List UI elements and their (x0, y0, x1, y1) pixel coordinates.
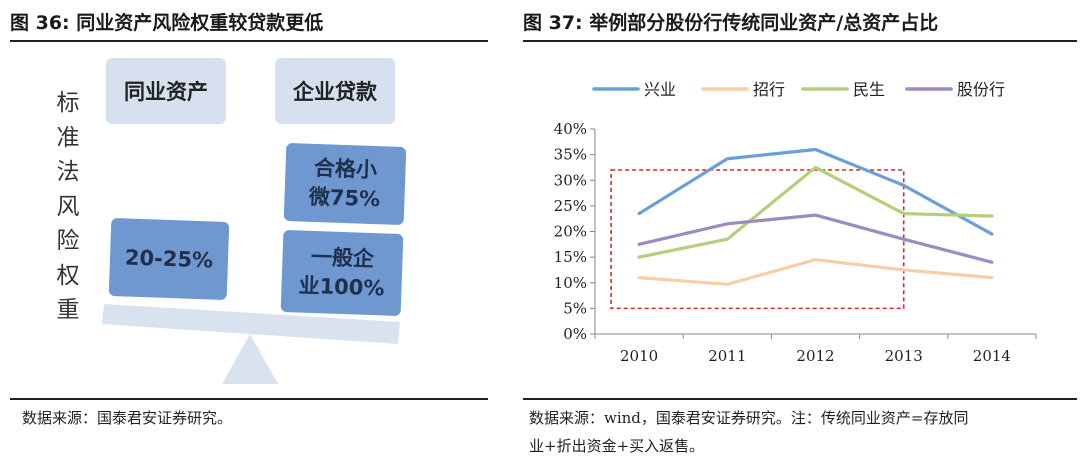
legend-label: 招行 (753, 80, 785, 99)
vlabel-char: 重 (56, 297, 80, 323)
vlabel-char: 险 (56, 228, 80, 254)
interbank-asset-box: 同业资产 (106, 58, 226, 124)
y-tick-label: 15% (554, 248, 587, 266)
series-line-民生 (637, 165, 994, 259)
x-tick-label: 2010 (620, 347, 658, 365)
vlabel-char: 权 (56, 262, 80, 289)
right-figure-title: 图 37: 举例部分股份行传统同业资产/总资产占比 (523, 12, 939, 34)
series-line-招行 (637, 258, 994, 286)
left-figure-title: 图 36: 同业资产风险权重较贷款更低 (10, 12, 324, 34)
x-tick-label: 2013 (885, 347, 923, 365)
title-rule (10, 40, 488, 42)
y-tick-label: 5% (563, 299, 587, 317)
y-tick-label: 25% (554, 197, 587, 215)
y-tick-label: 40% (554, 120, 587, 138)
highlight-box (610, 169, 905, 310)
series-line-股份行 (637, 213, 994, 264)
vlabel-char: 法 (56, 159, 80, 185)
source-rule (10, 398, 488, 400)
y-tick-label: 30% (554, 171, 587, 189)
vlabel-char: 风 (56, 193, 80, 220)
legend-label: 兴业 (644, 80, 676, 99)
right-source-note: 数据来源：wind，国泰君安证券研究。注：传统同业资产=存放同 业+折出资金+买… (529, 404, 968, 460)
vlabel-char: 准 (56, 124, 80, 151)
y-tick-label: 10% (554, 274, 587, 292)
balance-scale-graphic (102, 304, 400, 384)
scale-fulcrum (222, 334, 278, 384)
legend-label: 股份行 (957, 80, 1005, 99)
scale-beam (102, 304, 400, 344)
line-chart: 0% 5% 10% 15% 20% 25% 30% 35% 40% 2010 2011 2012 201… (554, 80, 1037, 365)
left-figure: 图 36: 同业资产风险权重较贷款更低 标 准 法 风 险 权 重 同业资产 企… (0, 0, 515, 463)
corporate-loan-box: 企业贷款 (275, 58, 395, 124)
source-rule (523, 398, 1077, 400)
source-line: 数据来源：wind，国泰君安证券研究。注：传统同业资产=存放同 (529, 409, 969, 427)
y-tick-label: 0% (563, 325, 587, 343)
y-tick-label: 35% (554, 146, 587, 164)
vlabel-char: 标 (56, 90, 80, 116)
x-tick-label: 2012 (796, 347, 834, 365)
series-line-兴业 (637, 147, 994, 236)
source-line: 业+折出资金+买入返售。 (529, 437, 705, 455)
risk-weight-vertical-label: 标 准 法 风 险 权 重 (52, 86, 84, 328)
left-source-note: 数据来源：国泰君安证券研究。 (22, 409, 233, 427)
y-tick-label: 20% (554, 223, 587, 241)
title-rule (523, 40, 1077, 42)
x-tick-label: 2014 (973, 347, 1011, 365)
legend-label: 民生 (853, 80, 885, 99)
right-figure: 图 37: 举例部分股份行传统同业资产/总资产占比 0% 5% 10% 15% 20% 2… (515, 0, 1080, 463)
x-tick-label: 2011 (708, 347, 746, 365)
